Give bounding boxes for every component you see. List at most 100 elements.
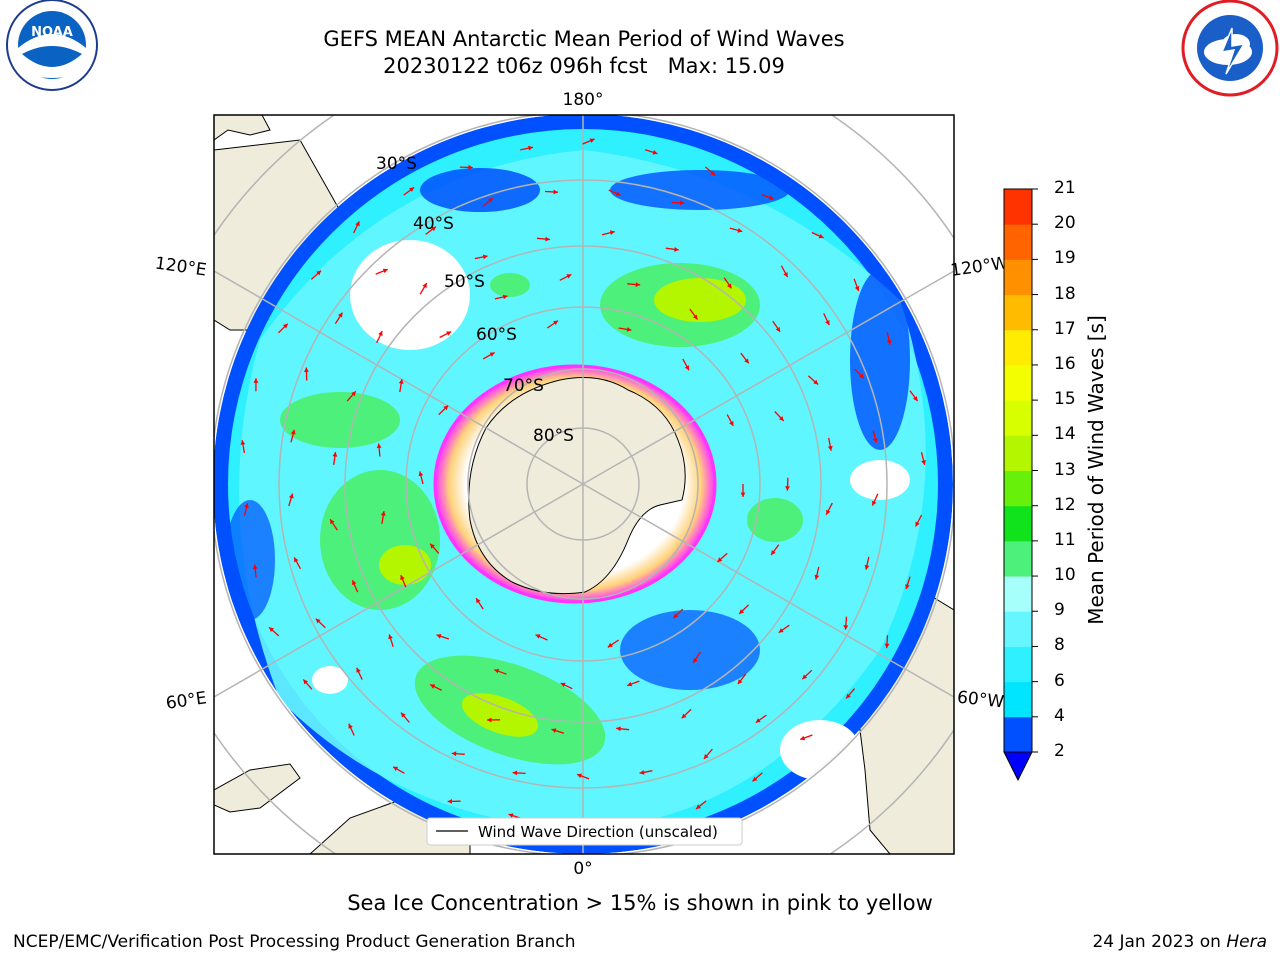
wave-direction-arrowhead (615, 191, 621, 196)
colorbar-segment (1004, 540, 1032, 577)
wave-direction-arrowhead (703, 754, 709, 759)
wave-direction-arrowhead (468, 164, 473, 170)
wave-direction-arrowhead (482, 254, 488, 260)
colorbar-tick-label: 14 (1054, 424, 1076, 445)
wave-direction-arrowhead (872, 500, 877, 506)
wave-direction-arrowhead (755, 718, 761, 723)
wave-direction-arrowhead (800, 735, 806, 741)
colorbar-tick-label: 11 (1054, 529, 1076, 550)
credit-left: NCEP/EMC/Verification Post Processing Pr… (13, 932, 576, 952)
wave-direction-arrowhead (487, 197, 493, 203)
wave-direction-arrowhead (589, 138, 595, 143)
wave-direction-arrowhead (240, 440, 246, 445)
wave-direction-arrowhead (338, 312, 343, 318)
lon-label-60w: 60°W (956, 688, 1005, 713)
wave-direction-arrowhead (494, 668, 500, 674)
wave-direction-arrowhead (693, 658, 698, 663)
wave-direction-arrowhead (508, 813, 514, 818)
colorbar-tick-label: 6 (1054, 670, 1065, 691)
wave-direction-arrowhead (710, 170, 716, 176)
wave-direction-arrowhead (380, 511, 386, 516)
lat-label-30s: 30°S (376, 154, 417, 174)
wave-direction-arrowhead (330, 519, 335, 525)
wave-direction-arrowhead (729, 421, 734, 426)
colorbar-tick-label: 10 (1054, 565, 1076, 586)
colorbar-segment (1004, 470, 1032, 507)
wave-direction-arrowhead (693, 314, 698, 320)
wave-direction-arrowhead (545, 236, 550, 242)
wave-direction-arrowhead (859, 373, 864, 379)
wave-direction-arrowhead (752, 776, 758, 782)
wave-direction-arrowhead (681, 713, 687, 719)
colorbar (1003, 188, 1038, 782)
lon-label-60e: 60°E (165, 688, 208, 713)
wave-direction-arrowhead (304, 367, 309, 372)
wave-direction-arrowhead (737, 679, 743, 685)
chart-title: GEFS MEAN Antarctic Mean Period of Wind … (323, 27, 845, 51)
wave-direction-arrowhead (739, 609, 744, 614)
wave-direction-arrowhead (253, 378, 259, 383)
noaa-logo-text: NOAA (31, 25, 73, 40)
wave-direction-arrowhead (356, 667, 361, 673)
wave-direction-arrowhead (418, 471, 424, 477)
wave-direction-arrowhead (566, 274, 572, 279)
wave-direction-arrowhead (744, 358, 749, 364)
wave-direction-arrowhead (447, 799, 452, 804)
colorbar-tick-label: 2 (1054, 741, 1065, 761)
wave-direction-arrowhead (785, 486, 790, 491)
wave-direction-arrowhead (430, 684, 436, 689)
wave-direction-arrowhead (351, 391, 356, 397)
wave-direction-arrowhead (269, 627, 274, 632)
wave-direction-arrowhead (813, 379, 819, 385)
wave-direction-arrowhead (560, 682, 566, 688)
credit-right: 24 Jan 2023 on Hera (1092, 932, 1267, 952)
sea-ice-footnote: Sea Ice Concentration > 15% is shown in … (347, 891, 933, 915)
lon-label-120e: 120°E (154, 254, 208, 281)
wave-direction-arrowhead (400, 575, 405, 580)
colorbar-segment (1004, 329, 1032, 366)
wave-direction-arrowhead (779, 416, 784, 421)
wave-direction-arrowhead (639, 770, 645, 775)
wave-direction-arrowhead (451, 751, 457, 757)
lat-label-40s: 40°S (413, 214, 454, 234)
wave-direction-arrowhead (430, 543, 435, 549)
wave-direction-arrowhead (827, 445, 833, 451)
wave-direction-arrowhead (355, 221, 360, 227)
colorbar-segment (1004, 294, 1032, 331)
graticule (214, 115, 954, 854)
colorbar-segment (1004, 189, 1032, 225)
wave-direction-arrowhead (727, 283, 732, 289)
wind-wave-direction-arrows (240, 138, 926, 825)
colorbar-tick-label: 19 (1054, 248, 1076, 269)
colorbar-label: Mean Period of Wind Waves [s] (1084, 315, 1108, 625)
wave-direction-arrowhead (864, 564, 870, 570)
wave-direction-arrowhead (422, 283, 427, 288)
wave-direction-arrowhead (818, 233, 824, 239)
colorbar-tick-label: 13 (1054, 459, 1076, 480)
wave-direction-arrowhead (294, 557, 299, 563)
credit-date: 24 Jan 2023 on (1092, 932, 1227, 952)
wave-direction-arrowhead (398, 379, 404, 384)
wave-direction-arrowhead (316, 270, 321, 276)
wave-direction-arrowhead (409, 187, 415, 192)
wave-direction-arrowhead (446, 331, 452, 336)
wave-direction-arrowhead (717, 557, 723, 562)
wave-direction-arrowhead (626, 327, 632, 332)
colorbar-segment (1004, 716, 1032, 753)
wave-direction-arrowhead (854, 286, 860, 291)
wave-direction-arrowhead (382, 268, 388, 274)
wave-direction-arrowhead (577, 773, 582, 779)
colorbar-tick-label: 4 (1054, 705, 1065, 726)
wave-direction-arrowhead (872, 438, 878, 443)
wave-direction-arrowhead (289, 493, 294, 499)
colorbar-segment (1004, 224, 1032, 260)
wave-direction-arrowhead (652, 150, 658, 155)
lon-label-0: 0° (573, 859, 592, 879)
wave-direction-arrowhead (826, 509, 831, 515)
wave-direction-arrowhead (512, 770, 518, 776)
nws-logo (1181, 0, 1279, 97)
colorbar-segment (1004, 364, 1032, 401)
colorbar-segment (1004, 576, 1032, 612)
map-legend: Wind Wave Direction (unscaled) (426, 817, 743, 846)
